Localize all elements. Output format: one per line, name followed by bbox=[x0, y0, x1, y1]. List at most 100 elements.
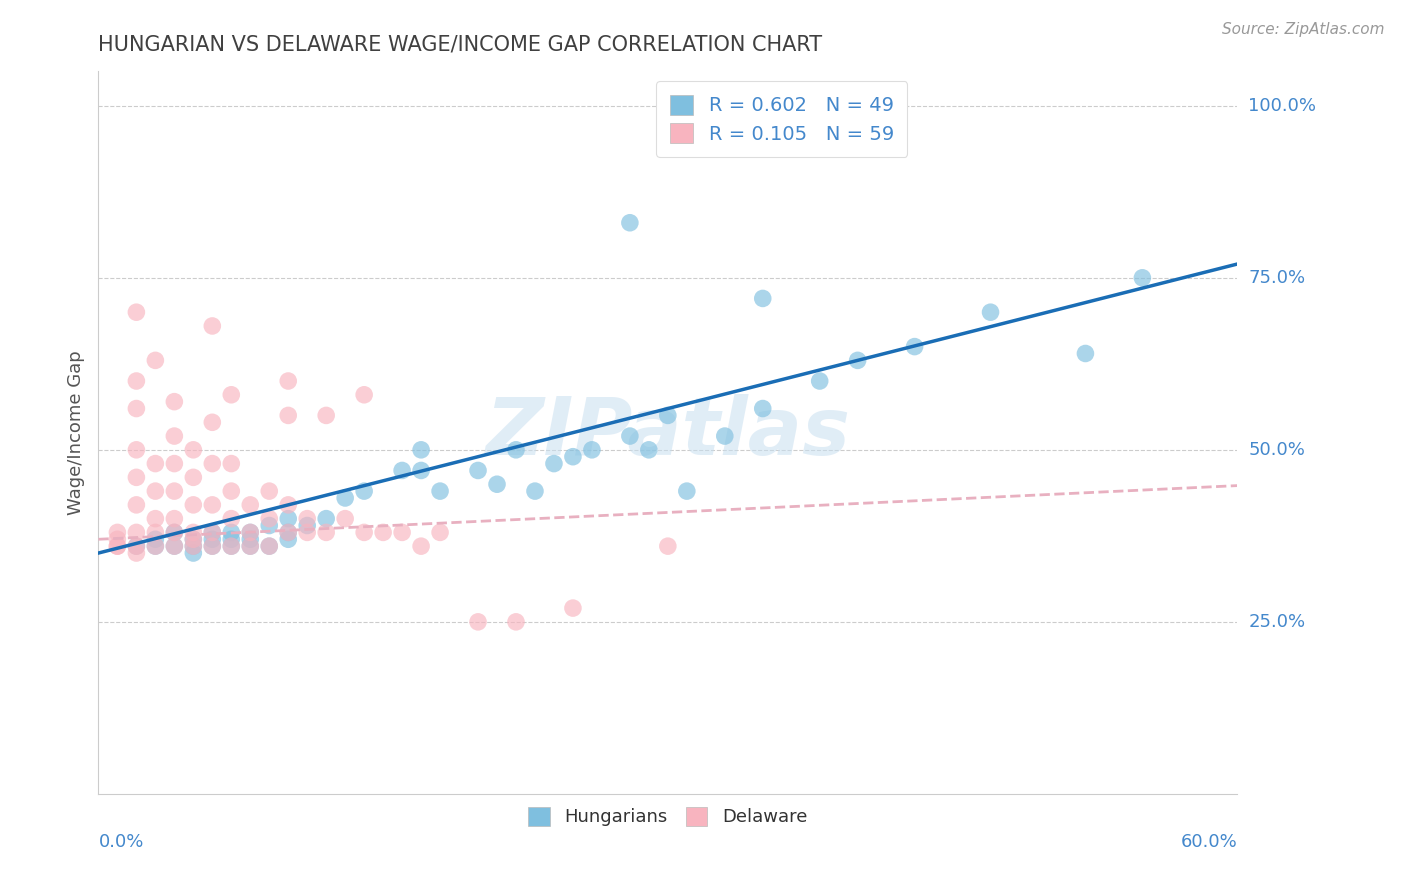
Point bbox=[125, 442, 148, 457]
Point bbox=[315, 525, 337, 540]
Point bbox=[163, 539, 186, 553]
Text: 25.0%: 25.0% bbox=[1249, 613, 1306, 631]
Point bbox=[125, 470, 148, 484]
Point bbox=[201, 415, 224, 429]
Point bbox=[619, 216, 641, 230]
Point bbox=[259, 539, 281, 553]
Point bbox=[221, 457, 243, 471]
Point bbox=[221, 511, 243, 525]
Point bbox=[1132, 270, 1154, 285]
Point bbox=[752, 292, 775, 306]
Point bbox=[125, 305, 148, 319]
Point bbox=[714, 429, 737, 443]
Point bbox=[619, 429, 641, 443]
Point bbox=[163, 484, 186, 499]
Point bbox=[1074, 346, 1097, 360]
Point bbox=[411, 463, 433, 477]
Point bbox=[163, 511, 186, 525]
Point bbox=[467, 463, 489, 477]
Point bbox=[562, 601, 585, 615]
Point bbox=[676, 484, 699, 499]
Point bbox=[221, 533, 243, 547]
Point bbox=[391, 463, 413, 477]
Point bbox=[353, 388, 375, 402]
Point bbox=[505, 442, 527, 457]
Point bbox=[904, 340, 927, 354]
Point bbox=[277, 511, 299, 525]
Point bbox=[259, 539, 281, 553]
Point bbox=[239, 498, 262, 512]
Point bbox=[125, 525, 148, 540]
Point bbox=[239, 525, 262, 540]
Point bbox=[183, 498, 205, 512]
Point bbox=[297, 518, 319, 533]
Point bbox=[145, 539, 167, 553]
Point bbox=[277, 498, 299, 512]
Point bbox=[239, 525, 262, 540]
Point bbox=[239, 539, 262, 553]
Point bbox=[221, 484, 243, 499]
Point bbox=[543, 457, 565, 471]
Text: 0.0%: 0.0% bbox=[98, 833, 143, 851]
Point bbox=[239, 533, 262, 547]
Point bbox=[183, 539, 205, 553]
Point bbox=[259, 511, 281, 525]
Point bbox=[657, 409, 679, 423]
Point bbox=[125, 401, 148, 416]
Point bbox=[353, 525, 375, 540]
Point bbox=[125, 498, 148, 512]
Point bbox=[657, 539, 679, 553]
Point bbox=[163, 429, 186, 443]
Point bbox=[752, 401, 775, 416]
Point bbox=[163, 525, 186, 540]
Point bbox=[183, 546, 205, 560]
Point bbox=[239, 539, 262, 553]
Point bbox=[638, 442, 661, 457]
Point bbox=[277, 533, 299, 547]
Point bbox=[201, 533, 224, 547]
Point bbox=[467, 615, 489, 629]
Text: 75.0%: 75.0% bbox=[1249, 268, 1306, 287]
Point bbox=[562, 450, 585, 464]
Point bbox=[371, 525, 394, 540]
Point bbox=[277, 409, 299, 423]
Point bbox=[125, 539, 148, 553]
Point bbox=[391, 525, 413, 540]
Point bbox=[411, 442, 433, 457]
Point bbox=[846, 353, 869, 368]
Text: HUNGARIAN VS DELAWARE WAGE/INCOME GAP CORRELATION CHART: HUNGARIAN VS DELAWARE WAGE/INCOME GAP CO… bbox=[98, 35, 823, 54]
Point bbox=[201, 457, 224, 471]
Point bbox=[277, 374, 299, 388]
Point bbox=[201, 525, 224, 540]
Point bbox=[201, 539, 224, 553]
Point bbox=[277, 525, 299, 540]
Legend: Hungarians, Delaware: Hungarians, Delaware bbox=[516, 795, 820, 839]
Point bbox=[315, 511, 337, 525]
Point bbox=[297, 511, 319, 525]
Point bbox=[183, 539, 205, 553]
Point bbox=[163, 394, 186, 409]
Point bbox=[259, 518, 281, 533]
Point bbox=[145, 457, 167, 471]
Point bbox=[201, 539, 224, 553]
Point bbox=[297, 525, 319, 540]
Point bbox=[107, 525, 129, 540]
Text: 50.0%: 50.0% bbox=[1249, 441, 1305, 458]
Point bbox=[125, 539, 148, 553]
Y-axis label: Wage/Income Gap: Wage/Income Gap bbox=[66, 351, 84, 515]
Point bbox=[183, 525, 205, 540]
Point bbox=[107, 539, 129, 553]
Point bbox=[581, 442, 603, 457]
Point bbox=[277, 525, 299, 540]
Text: ZIPatlas: ZIPatlas bbox=[485, 393, 851, 472]
Point bbox=[145, 525, 167, 540]
Point bbox=[505, 615, 527, 629]
Point bbox=[335, 491, 357, 505]
Point bbox=[163, 539, 186, 553]
Text: 100.0%: 100.0% bbox=[1249, 96, 1316, 115]
Point bbox=[979, 305, 1001, 319]
Point bbox=[107, 539, 129, 553]
Point bbox=[486, 477, 509, 491]
Point bbox=[183, 470, 205, 484]
Point bbox=[145, 539, 167, 553]
